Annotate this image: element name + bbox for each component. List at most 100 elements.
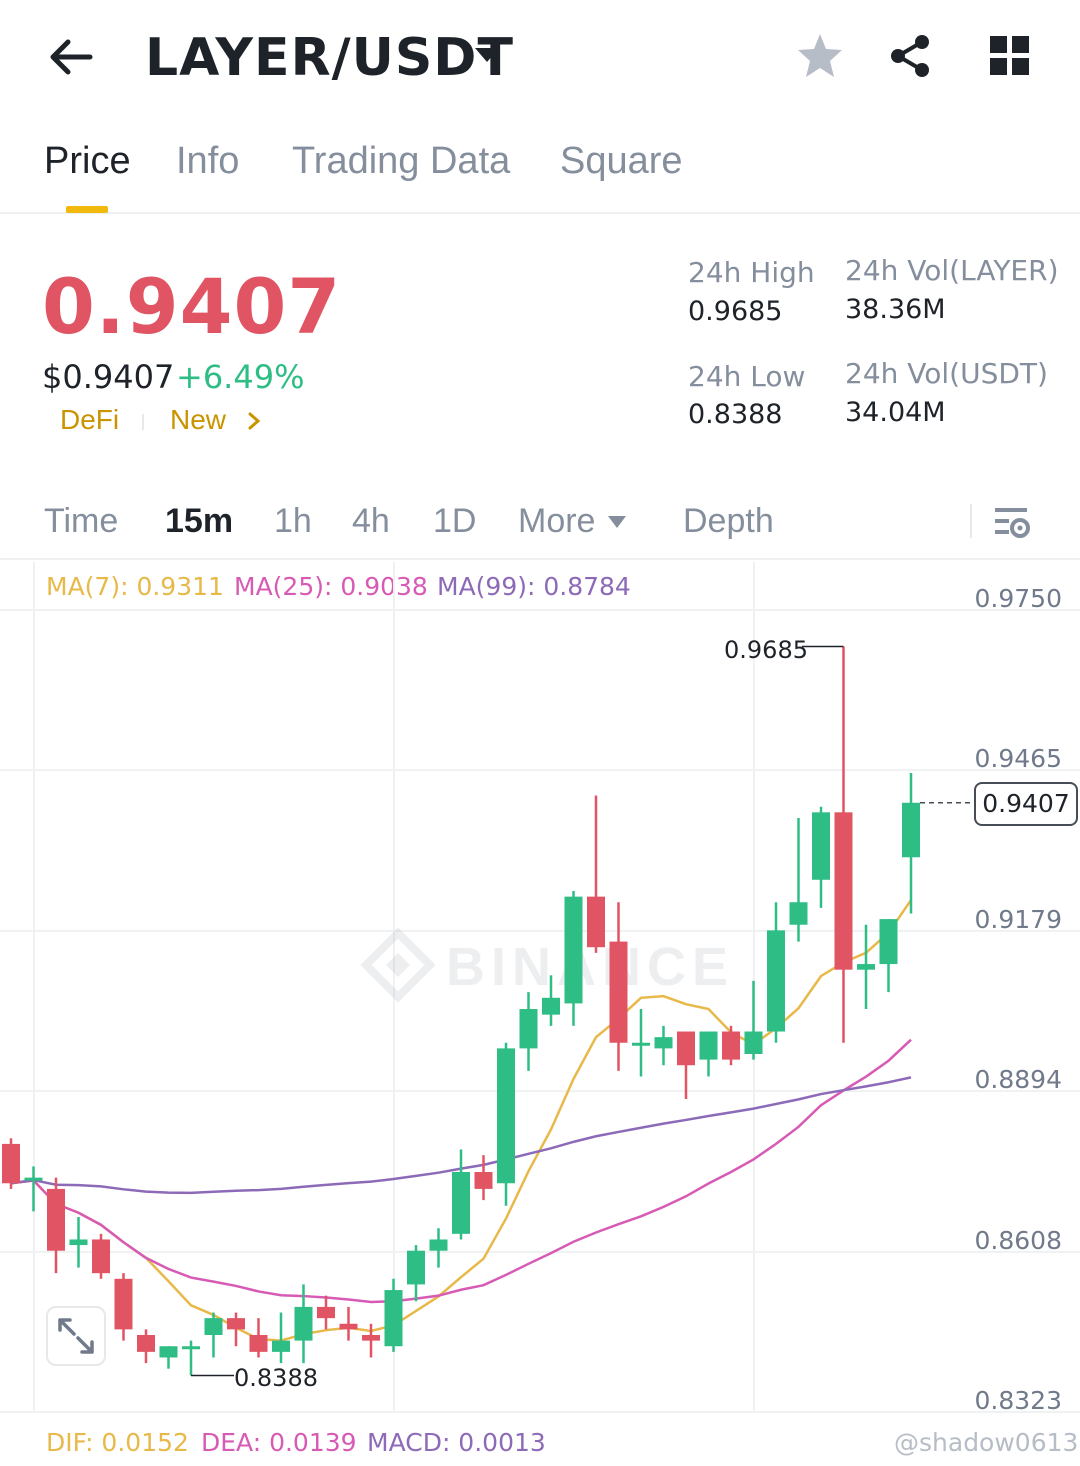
- watermark-username: @shadow0613: [894, 1428, 1079, 1457]
- back-arrow-icon[interactable]: [44, 30, 98, 84]
- depth-tab[interactable]: Depth: [683, 502, 774, 540]
- caret-down-icon[interactable]: [472, 40, 502, 70]
- candle-body: [722, 1031, 740, 1060]
- last-price: 0.9407: [42, 262, 342, 351]
- interval-1h[interactable]: 1h: [274, 502, 312, 540]
- candle-body: [677, 1031, 695, 1066]
- grid-icon[interactable]: [984, 30, 1036, 82]
- candle-body: [812, 812, 830, 880]
- candle-body: [204, 1318, 223, 1336]
- share-icon[interactable]: [884, 30, 936, 82]
- price-axis-label: 0.9465: [974, 744, 1062, 773]
- candle-body: [249, 1335, 268, 1352]
- candle-body: [24, 1177, 43, 1181]
- ma25-value: MA(25): 0.9038: [234, 572, 428, 601]
- candle-body: [272, 1340, 290, 1352]
- tag-defi[interactable]: DeFi: [60, 404, 120, 435]
- divider: [970, 504, 972, 538]
- candle-body: [362, 1335, 380, 1341]
- candle-body: [857, 964, 875, 970]
- candle-body: [2, 1143, 20, 1184]
- stat-vol-base-label: 24h Vol(LAYER): [845, 254, 1059, 287]
- pair-title[interactable]: LAYER/USDT: [145, 28, 514, 88]
- candle-body: [767, 930, 785, 1032]
- candles: [2, 646, 920, 1376]
- tab-trading-data[interactable]: Trading Data: [292, 140, 511, 182]
- candle-body: [47, 1188, 65, 1251]
- stat-vol-quote-value: 34.04M: [845, 397, 946, 428]
- last-price-marker: 0.9407: [974, 782, 1078, 826]
- chart-grid: [0, 562, 1080, 1413]
- interval-bar: Time 15m 1h 4h 1D More Depth: [0, 488, 1080, 560]
- macd-dif: DIF: 0.0152: [46, 1428, 189, 1457]
- chevron-right-icon[interactable]: [243, 410, 265, 432]
- stat-low-value: 0.8388: [688, 399, 783, 430]
- ma25-line: [10, 1038, 912, 1304]
- interval-time[interactable]: Time: [44, 502, 119, 540]
- candle-body: [542, 997, 560, 1015]
- candle-body: [294, 1306, 313, 1341]
- candle-body: [384, 1290, 403, 1347]
- price-axis-label: 0.9179: [974, 905, 1062, 934]
- candle-body: [339, 1323, 358, 1330]
- active-tab-indicator: [66, 206, 108, 213]
- candle-body: [902, 802, 920, 858]
- candle-body: [609, 941, 628, 1043]
- price-markers: [191, 645, 974, 1377]
- high-price-marker: 0.9685: [724, 636, 808, 664]
- tab-info[interactable]: Info: [176, 140, 240, 182]
- tab-price[interactable]: Price: [44, 140, 131, 182]
- stat-high-value: 0.9685: [688, 296, 783, 327]
- tag-divider: [142, 414, 144, 430]
- stat-high-label: 24h High: [688, 256, 815, 289]
- candle-body: [744, 1031, 763, 1054]
- candle-body: [137, 1335, 155, 1352]
- interval-more[interactable]: More: [518, 502, 596, 540]
- candle-body: [789, 902, 808, 925]
- candle-body: [159, 1346, 178, 1358]
- candle-body: [114, 1278, 133, 1330]
- star-icon[interactable]: [794, 30, 846, 82]
- candle-body: [474, 1172, 493, 1189]
- tag-new[interactable]: New: [170, 404, 227, 435]
- candle-body: [654, 1037, 673, 1049]
- candle-body: [429, 1239, 448, 1251]
- stat-vol-base-value: 38.36M: [845, 294, 946, 325]
- candle-body: [92, 1239, 110, 1274]
- candlestick-chart[interactable]: BINANCE: [0, 562, 1080, 1466]
- candle-body: [317, 1306, 335, 1319]
- ma99-value: MA(99): 0.8784: [437, 572, 631, 601]
- chart-settings-icon[interactable]: [992, 502, 1032, 542]
- ma7-value: MA(7): 0.9311: [46, 572, 224, 601]
- usd-price: $0.9407: [42, 358, 175, 396]
- low-price-marker: 0.8388: [234, 1364, 318, 1392]
- candle-body: [564, 896, 583, 1004]
- candle-body: [497, 1048, 515, 1184]
- header: LAYER/USDT: [0, 0, 1080, 118]
- stat-vol-quote-label: 24h Vol(USDT): [845, 357, 1048, 390]
- candle-body: [452, 1172, 470, 1234]
- price-axis-label: 0.8323: [974, 1386, 1062, 1415]
- tab-square[interactable]: Square: [560, 140, 683, 182]
- interval-4h[interactable]: 4h: [352, 502, 390, 540]
- candle-body: [519, 1009, 538, 1049]
- candle-body: [182, 1346, 200, 1350]
- fullscreen-button[interactable]: [46, 1306, 106, 1366]
- candle-body: [879, 919, 898, 965]
- expand-icon: [58, 1318, 94, 1354]
- candle-body: [69, 1239, 88, 1246]
- price-axis-label: 0.8608: [974, 1226, 1062, 1255]
- candle-body: [632, 1042, 650, 1046]
- stat-low-label: 24h Low: [688, 360, 806, 393]
- caret-down-icon[interactable]: [606, 514, 628, 530]
- candle-body: [834, 812, 853, 970]
- interval-15m[interactable]: 15m: [165, 502, 234, 540]
- candle-body: [699, 1031, 718, 1060]
- price-axis-label: 0.9750: [974, 584, 1062, 613]
- interval-1d[interactable]: 1D: [433, 502, 477, 540]
- tab-bar: Price Info Trading Data Square: [0, 122, 1080, 214]
- price-axis-label: 0.8894: [974, 1065, 1062, 1094]
- candle-body: [407, 1250, 425, 1285]
- candle-body: [587, 896, 605, 948]
- macd-dea: DEA: 0.0139: [201, 1428, 357, 1457]
